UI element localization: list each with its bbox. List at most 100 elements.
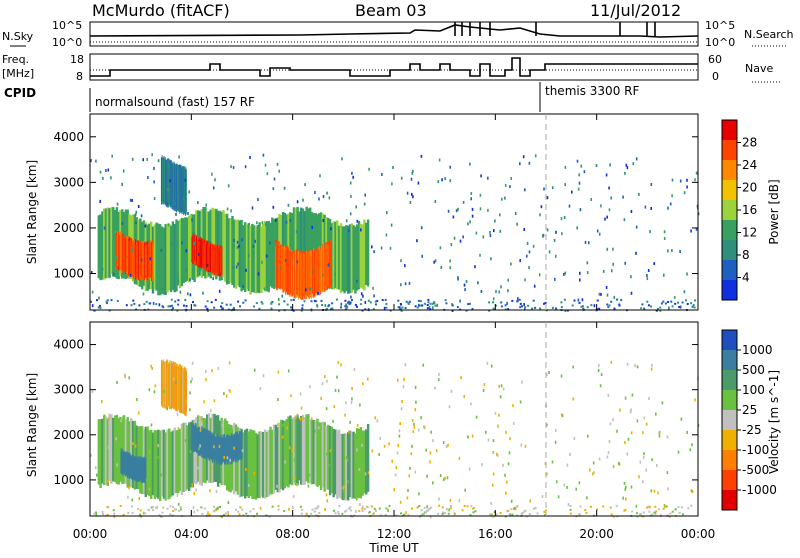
ground-scatter-cell	[425, 510, 427, 513]
scatter-cell	[307, 484, 310, 488]
ground-scatter-cell	[446, 508, 448, 511]
ground-scatter-cell	[277, 508, 280, 511]
data-cell	[253, 225, 256, 293]
scatter-cell	[579, 278, 581, 282]
scatter-cell	[617, 461, 620, 465]
scatter-cell	[411, 192, 413, 196]
data-cell	[186, 169, 187, 212]
data-cell	[103, 208, 106, 280]
ground-scatter-cell	[513, 507, 516, 509]
scatter-cell	[287, 203, 290, 207]
ground-scatter-cell	[640, 307, 643, 310]
scatter-cell	[668, 306, 670, 310]
scatter-cell	[148, 388, 151, 392]
nsky-panel	[89, 21, 699, 47]
ground-scatter-cell	[143, 303, 146, 306]
data-cell	[160, 429, 164, 497]
ground-scatter-cell	[641, 303, 644, 306]
ground-scatter-cell	[220, 305, 222, 308]
scatter-cell	[499, 395, 502, 399]
ground-scatter-cell	[610, 513, 613, 516]
x-tick-label: 12:00	[377, 527, 412, 541]
data-cell	[184, 422, 187, 492]
data-cell	[164, 432, 167, 501]
ground-scatter-cell	[235, 508, 237, 511]
ground-scatter-cell	[131, 505, 133, 508]
scatter-cell	[180, 507, 182, 511]
scatter-cell	[363, 202, 366, 206]
scatter-cell	[548, 371, 550, 374]
scatter-cell	[600, 292, 602, 296]
colorbar-tick-label: -25	[742, 423, 762, 437]
scatter-cell	[356, 279, 358, 283]
data-cell	[122, 415, 126, 484]
data-cell	[110, 414, 113, 484]
scatter-cell	[152, 301, 155, 305]
ground-scatter-cell	[659, 309, 662, 312]
scatter-cell	[98, 296, 100, 300]
scatter-cell	[131, 157, 134, 161]
ground-scatter-cell	[421, 514, 423, 517]
ground-scatter-cell	[506, 510, 509, 513]
data-cell	[189, 213, 193, 280]
scatter-cell	[351, 387, 353, 390]
ground-scatter-cell	[335, 298, 338, 301]
scatter-cell	[277, 398, 279, 402]
scatter-cell	[326, 452, 328, 456]
ground-scatter-cell	[106, 514, 109, 516]
ground-scatter-cell	[179, 506, 182, 509]
scatter-cell	[294, 415, 297, 419]
y-tick-label: 2000	[53, 221, 84, 235]
scatter-cell	[115, 256, 118, 260]
scatter-cell	[642, 455, 645, 459]
scatter-cell	[296, 200, 299, 204]
scatter-cell	[205, 378, 207, 382]
scatter-cell	[506, 301, 508, 305]
scatter-cell	[447, 443, 449, 447]
ground-scatter-cell	[680, 506, 683, 509]
colorbar-segment	[722, 180, 737, 201]
scatter-cell	[357, 263, 359, 267]
ground-scatter-cell	[369, 301, 372, 304]
ground-scatter-cell	[116, 300, 119, 302]
data-cell	[341, 226, 345, 292]
scatter-cell	[452, 215, 455, 219]
ground-scatter-cell	[363, 508, 366, 511]
scatter-cell	[509, 437, 511, 441]
scatter-cell	[673, 295, 676, 299]
scatter-cell	[459, 239, 462, 243]
scatter-cell	[333, 405, 336, 409]
scatter-cell	[636, 419, 639, 423]
scatter-cell	[230, 165, 232, 169]
scatter-cell	[378, 453, 380, 457]
ground-scatter-cell	[139, 513, 142, 516]
scatter-cell	[358, 468, 361, 471]
colorbar-segment	[722, 220, 737, 241]
scatter-cell	[555, 230, 557, 234]
scatter-cell	[468, 467, 471, 471]
data-cell	[103, 415, 106, 485]
ground-scatter-cell	[678, 511, 681, 514]
scatter-cell	[446, 476, 449, 480]
data-cell	[260, 226, 263, 293]
scatter-cell	[656, 463, 658, 467]
x-tick-label: 00:00	[73, 527, 108, 541]
ground-scatter-cell	[410, 507, 413, 510]
data-cell	[309, 419, 312, 484]
scatter-cell	[345, 219, 348, 223]
ground-scatter-cell	[183, 304, 185, 307]
scatter-cell	[422, 363, 424, 367]
scatter-cell	[563, 216, 566, 219]
scatter-cell	[381, 173, 383, 176]
ground-scatter-cell	[596, 308, 599, 311]
ground-scatter-cell	[344, 308, 347, 311]
scatter-cell	[394, 473, 397, 477]
ground-scatter-cell	[643, 307, 646, 310]
scatter-cell	[282, 423, 284, 427]
ground-scatter-cell	[349, 301, 352, 304]
ground-scatter-cell	[400, 512, 403, 515]
ground-scatter-cell	[674, 302, 677, 305]
scatter-cell	[551, 460, 554, 464]
scatter-cell	[650, 489, 653, 493]
data-cell	[281, 420, 285, 491]
